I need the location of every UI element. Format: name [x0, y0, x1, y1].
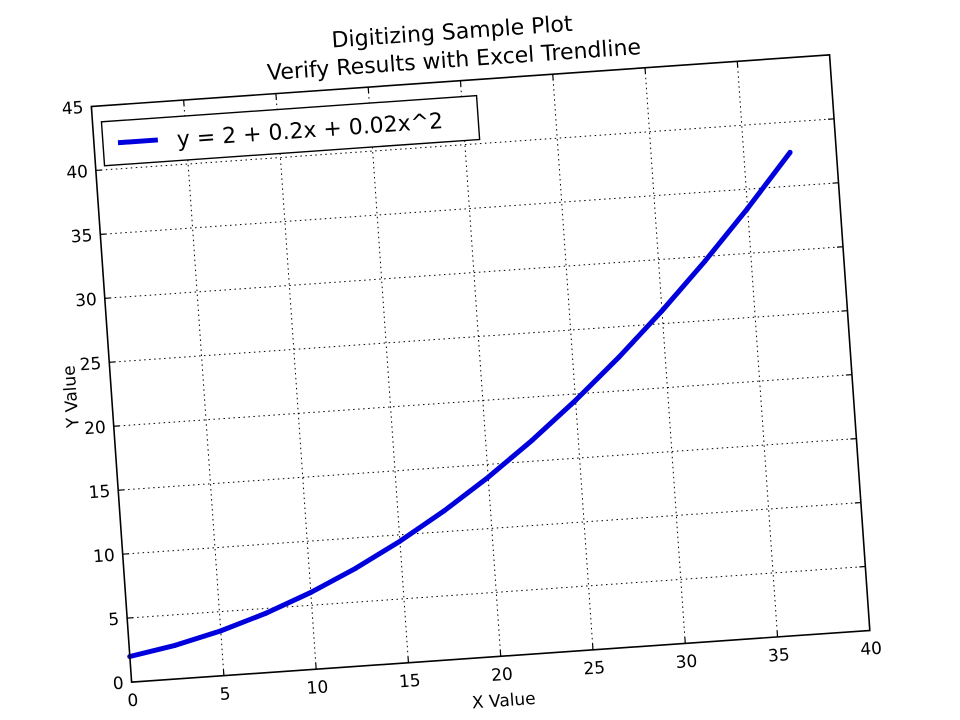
series-point — [573, 397, 579, 403]
y-tick-label: 45 — [61, 98, 84, 119]
x-tick-label: 5 — [219, 684, 231, 705]
x-tick-label: 20 — [491, 664, 514, 685]
x-grid-line — [367, 87, 409, 663]
x-tick-label: 35 — [767, 645, 790, 666]
y-tick-label: 30 — [75, 290, 98, 311]
x-tick-label: 25 — [583, 658, 606, 679]
y-tick-label: 10 — [92, 546, 115, 567]
x-tick-label: 30 — [675, 652, 698, 673]
series-point — [397, 538, 403, 544]
x-grid-line — [183, 100, 225, 676]
legend-box — [100, 94, 481, 167]
x-axis-label: X Value — [471, 689, 536, 713]
series-point — [441, 508, 447, 514]
y-tick-label: 20 — [84, 418, 107, 439]
series-point — [529, 437, 535, 443]
series-point — [745, 205, 751, 211]
y-tick-label: 15 — [88, 482, 111, 503]
y-grid-line — [127, 566, 866, 619]
x-tick-label: 40 — [860, 639, 883, 660]
series-point — [308, 589, 314, 595]
series-point — [263, 610, 269, 616]
legend-series-swatch — [117, 137, 159, 146]
grid — [95, 61, 866, 676]
x-grid-line — [275, 93, 317, 670]
plot-frame — [90, 54, 871, 683]
x-tick-label: 10 — [306, 677, 329, 698]
series-point — [702, 258, 708, 264]
x-grid-line — [459, 80, 502, 657]
legend: y = 2 + 0.2x + 0.02x^2 — [100, 94, 481, 167]
series-line — [127, 149, 793, 660]
series-layer — [127, 149, 793, 660]
x-grid-line — [736, 61, 779, 637]
y-tick-label: 5 — [108, 610, 120, 631]
series-point — [787, 149, 793, 155]
x-grid-line — [644, 67, 686, 644]
series-point — [218, 628, 224, 634]
x-grid-line — [552, 74, 594, 650]
y-axis-label: Y Value — [59, 365, 83, 430]
series-point — [352, 565, 358, 571]
series-point — [659, 308, 665, 314]
series-point — [485, 474, 491, 480]
x-tick-label: 0 — [127, 691, 139, 712]
x-tick-labels: 0 5 10 15 20 25 30 35 40 — [127, 639, 883, 712]
y-grid-line — [104, 246, 844, 299]
y-tick-labels: 0 5 10 15 20 25 30 35 40 45 — [61, 98, 124, 695]
y-grid-line — [118, 438, 857, 491]
y-grid-line — [109, 310, 848, 363]
y-grid-line — [113, 374, 852, 427]
y-tick-label: 25 — [79, 354, 102, 375]
x-tick-label: 15 — [398, 671, 421, 692]
series-point — [616, 354, 622, 360]
y-grid-line — [100, 182, 839, 235]
series-point — [172, 642, 178, 648]
y-tick-label: 0 — [112, 674, 124, 695]
y-tick-label: 35 — [70, 226, 93, 247]
y-tick-label: 40 — [66, 162, 89, 183]
y-grid-line — [122, 502, 861, 555]
y-grid-line — [95, 118, 835, 171]
